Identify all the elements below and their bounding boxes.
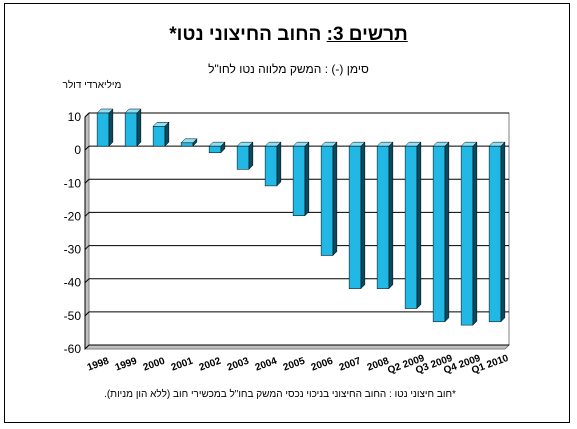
x-tick-label: 2001	[170, 356, 195, 374]
gridline-depth	[84, 278, 90, 284]
gridline-depth	[84, 112, 90, 118]
bar	[236, 145, 250, 170]
bar	[96, 112, 110, 147]
bar	[320, 145, 334, 256]
gridline-depth	[84, 311, 90, 317]
bar-side	[388, 141, 394, 290]
gridline-depth	[84, 212, 90, 217]
plot-floor	[83, 344, 511, 350]
chart-title-label: תרשים 3:	[326, 24, 408, 45]
bar-side	[500, 141, 506, 323]
gridline-depth	[84, 145, 90, 151]
y-tick-label: -60	[64, 342, 82, 356]
bar	[124, 112, 138, 147]
gridline-depth	[84, 245, 90, 250]
bar-side	[276, 141, 282, 187]
x-tick-label: 2007	[338, 356, 363, 374]
bar-side	[304, 141, 310, 217]
y-tick-label: 0	[74, 143, 81, 157]
bar	[376, 145, 390, 289]
y-tick-label: -20	[64, 209, 82, 223]
chart-title: תרשים 3: החוב החיצוני נטו*	[0, 24, 577, 46]
bar	[432, 145, 446, 323]
x-tick-label: 2005	[282, 356, 307, 374]
gridline-depth	[84, 344, 90, 350]
y-axis-unit-label: מיליארדי דולר	[62, 80, 122, 91]
y-tick-label: -50	[64, 309, 82, 323]
bar-side	[136, 108, 142, 147]
bar-side	[332, 141, 338, 257]
bar	[152, 126, 166, 147]
bar-side	[416, 141, 422, 310]
bar-side	[248, 141, 254, 170]
bar-side	[360, 141, 366, 290]
bar	[180, 142, 194, 147]
bar	[264, 145, 278, 187]
bar	[292, 145, 306, 216]
x-tick-label: 2006	[310, 356, 335, 374]
y-tick-label: -40	[64, 276, 82, 290]
chart-subtitle: סימן (-) : המשק מלווה נטו לחו"ל	[208, 62, 369, 76]
bar	[208, 145, 222, 154]
y-tick-label: 10	[68, 110, 82, 124]
x-tick-label: 2003	[226, 356, 251, 374]
x-tick-label: 2000	[142, 356, 167, 374]
y-tick-label: -30	[64, 243, 82, 257]
y-tick-label: -10	[64, 176, 82, 190]
x-tick-label: 1998	[86, 356, 111, 374]
bar-side	[444, 141, 450, 323]
bar	[348, 145, 362, 289]
x-tick-label: 2004	[254, 356, 279, 374]
bar	[488, 145, 502, 323]
gridline-depth	[84, 178, 90, 184]
x-tick-label: 2002	[198, 356, 223, 374]
bar-side	[108, 108, 114, 147]
chart-title-text: החוב החיצוני נטו*	[169, 24, 322, 45]
bar	[404, 145, 418, 309]
chart-footnote: *חוב חיצוני נטו : החוב החיצוני בניכוי נכ…	[104, 389, 456, 400]
bar	[460, 145, 474, 326]
bar-side	[472, 141, 478, 326]
x-tick-label: 1999	[114, 356, 139, 374]
